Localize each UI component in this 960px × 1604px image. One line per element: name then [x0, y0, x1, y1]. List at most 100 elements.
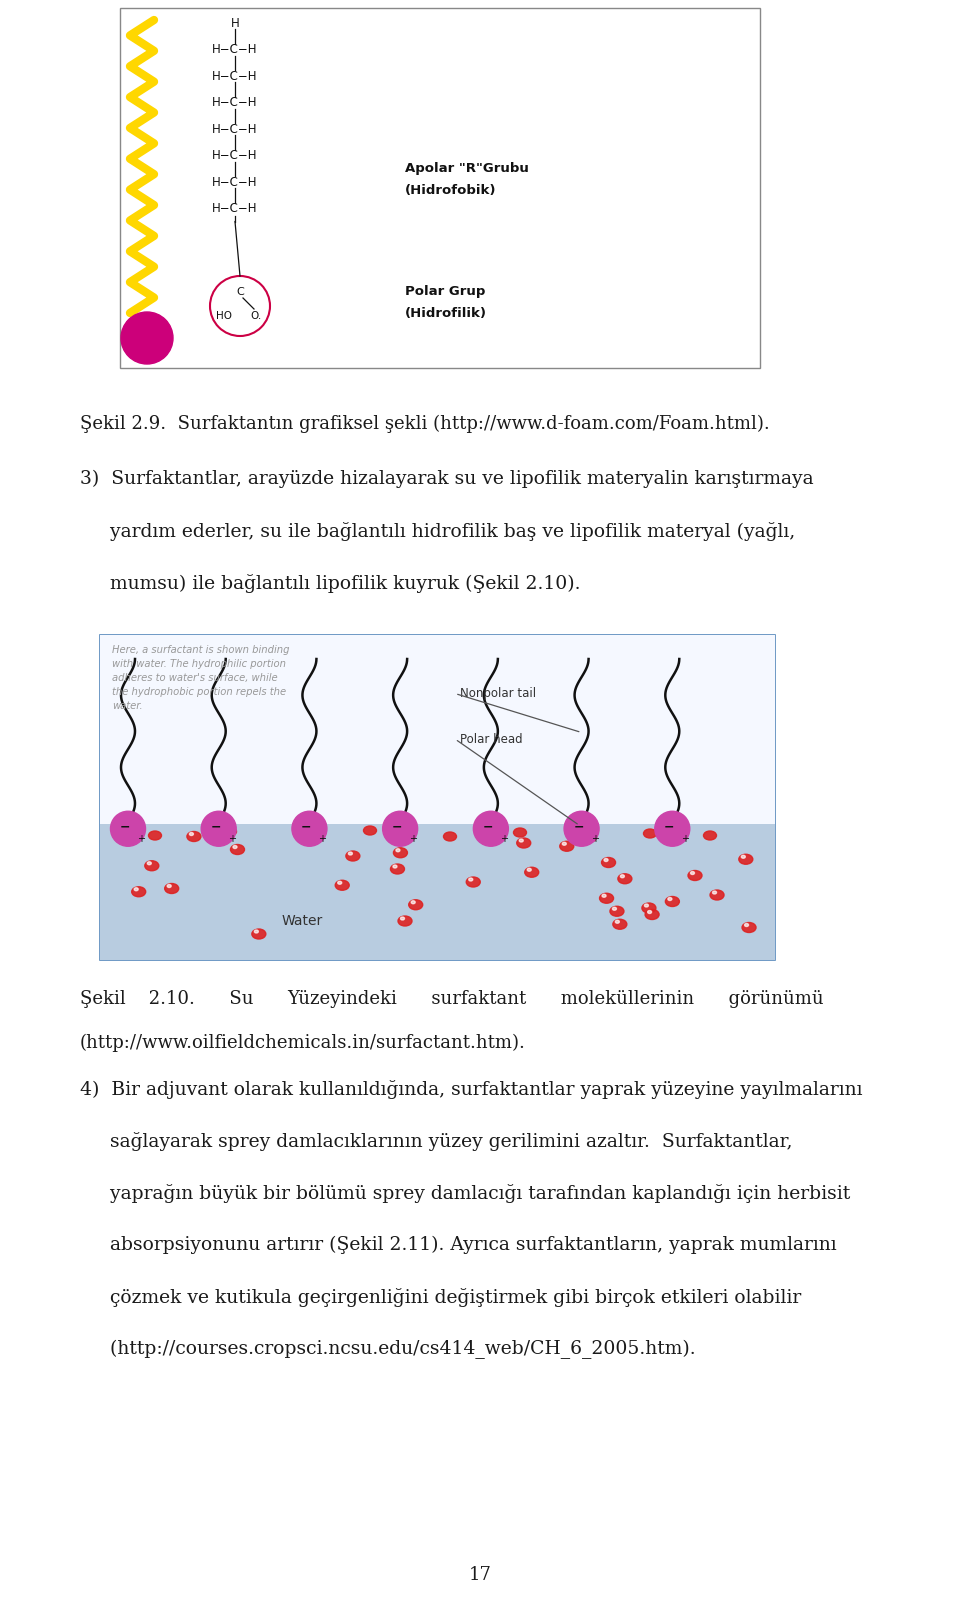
Ellipse shape — [189, 832, 193, 836]
Circle shape — [383, 812, 418, 847]
Ellipse shape — [409, 900, 422, 909]
Text: Here, a surfactant is shown binding
with water. The hydrophilic portion
adheres : Here, a surfactant is shown binding with… — [112, 645, 290, 711]
Ellipse shape — [644, 905, 648, 906]
Ellipse shape — [618, 874, 632, 884]
Ellipse shape — [467, 877, 480, 887]
Text: C: C — [236, 287, 244, 297]
Text: −: − — [483, 820, 493, 832]
Ellipse shape — [348, 852, 352, 855]
Ellipse shape — [742, 922, 756, 932]
Text: 3)  Surfaktantlar, arayüzde hizalayarak su ve lipofilik materyalin karıştırmaya: 3) Surfaktantlar, arayüzde hizalayarak s… — [80, 470, 814, 488]
Text: H: H — [230, 16, 239, 29]
Ellipse shape — [147, 861, 152, 865]
Text: +: + — [682, 834, 689, 844]
Text: H−C−H: H−C−H — [212, 43, 257, 56]
Ellipse shape — [563, 842, 566, 845]
Text: Şekil 2.9.  Surfaktantın grafiksel şekli (http://www.d-foam.com/Foam.html).: Şekil 2.9. Surfaktantın grafiksel şekli … — [80, 415, 770, 433]
Ellipse shape — [745, 924, 749, 927]
Ellipse shape — [690, 871, 694, 874]
Circle shape — [655, 812, 690, 847]
Text: çözmek ve kutikula geçirgenliğini değiştirmek gibi birçok etkileri olabilir: çözmek ve kutikula geçirgenliğini değişt… — [80, 1288, 802, 1307]
Text: −: − — [664, 820, 675, 832]
Text: O.: O. — [251, 311, 262, 321]
Ellipse shape — [645, 909, 660, 919]
Circle shape — [121, 313, 173, 364]
Ellipse shape — [230, 844, 245, 855]
Circle shape — [110, 812, 146, 847]
Ellipse shape — [514, 828, 526, 837]
Ellipse shape — [612, 908, 616, 909]
Text: +: + — [228, 834, 236, 844]
Text: +: + — [590, 834, 599, 844]
Text: (http://www.oilfieldchemicals.in/surfactant.htm).: (http://www.oilfieldchemicals.in/surfact… — [80, 1035, 526, 1052]
Ellipse shape — [704, 831, 716, 840]
Ellipse shape — [665, 897, 680, 906]
Text: (Hidrofilik): (Hidrofilik) — [405, 306, 487, 319]
Text: −: − — [210, 820, 221, 832]
Text: H−C−H: H−C−H — [212, 96, 257, 109]
Ellipse shape — [710, 890, 724, 900]
Ellipse shape — [303, 834, 317, 844]
Ellipse shape — [233, 845, 237, 849]
Ellipse shape — [411, 901, 416, 903]
Text: (Hidrofobik): (Hidrofobik) — [405, 184, 496, 197]
Circle shape — [202, 812, 236, 847]
Text: Water: Water — [282, 914, 324, 929]
Text: Polar head: Polar head — [460, 733, 522, 746]
Text: Şekil    2.10.      Su      Yüzeyindeki      surfaktant      moleküllerinin     : Şekil 2.10. Su Yüzeyindeki surfaktant mo… — [80, 990, 824, 1007]
Ellipse shape — [602, 858, 615, 868]
Ellipse shape — [648, 911, 652, 914]
Text: −: − — [392, 820, 402, 832]
Ellipse shape — [252, 929, 266, 938]
Text: yaprağın büyük bir bölümü sprey damlacığı tarafından kaplandığı için herbisit: yaprağın büyük bir bölümü sprey damlacığ… — [80, 1184, 851, 1203]
Ellipse shape — [615, 921, 619, 924]
Ellipse shape — [346, 852, 360, 861]
Ellipse shape — [525, 868, 539, 877]
Ellipse shape — [393, 865, 397, 868]
Ellipse shape — [224, 828, 236, 836]
Circle shape — [473, 812, 509, 847]
Ellipse shape — [391, 865, 404, 874]
Text: H−C−H: H−C−H — [212, 175, 257, 189]
Circle shape — [564, 812, 599, 847]
Ellipse shape — [398, 916, 412, 926]
Ellipse shape — [468, 877, 472, 881]
Ellipse shape — [145, 861, 158, 871]
Ellipse shape — [604, 858, 608, 861]
Text: H−C−H: H−C−H — [212, 69, 257, 82]
Text: 17: 17 — [468, 1566, 492, 1585]
Ellipse shape — [643, 829, 657, 837]
Bar — [100, 635, 775, 823]
Text: Apolar "R"Grubu: Apolar "R"Grubu — [405, 162, 529, 175]
Ellipse shape — [165, 884, 179, 893]
Text: absorpsiyonunu artırır (Şekil 2.11). Ayrıca surfaktantların, yaprak mumlarını: absorpsiyonunu artırır (Şekil 2.11). Ayr… — [80, 1237, 836, 1254]
Text: (http://courses.cropsci.ncsu.edu/cs414_web/CH_6_2005.htm).: (http://courses.cropsci.ncsu.edu/cs414_w… — [80, 1339, 696, 1359]
Text: −: − — [120, 820, 131, 832]
Ellipse shape — [610, 906, 624, 916]
Text: yardım ederler, su ile bağlantılı hidrofilik baş ve lipofilik materyal (yağlı,: yardım ederler, su ile bağlantılı hidrof… — [80, 521, 795, 541]
Bar — [120, 8, 760, 367]
Ellipse shape — [527, 868, 531, 871]
Text: −: − — [301, 820, 312, 832]
Text: Polar Grup: Polar Grup — [405, 284, 486, 297]
Text: H−C−H: H−C−H — [212, 202, 257, 215]
Ellipse shape — [741, 855, 745, 858]
Text: H−C−H: H−C−H — [212, 122, 257, 135]
Ellipse shape — [254, 930, 258, 934]
Ellipse shape — [600, 893, 613, 903]
Ellipse shape — [560, 840, 574, 852]
Ellipse shape — [688, 871, 702, 881]
Ellipse shape — [444, 832, 457, 840]
Ellipse shape — [519, 839, 523, 842]
Ellipse shape — [338, 881, 342, 884]
Text: +: + — [500, 834, 508, 844]
Text: Nonpolar tail: Nonpolar tail — [460, 687, 536, 699]
Ellipse shape — [739, 855, 753, 865]
Ellipse shape — [134, 887, 138, 890]
Text: +: + — [409, 834, 418, 844]
Text: sağlayarak sprey damlacıklarının yüzey gerilimini azaltır.  Surfaktantlar,: sağlayarak sprey damlacıklarının yüzey g… — [80, 1132, 793, 1152]
Ellipse shape — [602, 895, 606, 897]
Text: mumsu) ile bağlantılı lipofilik kuyruk (Şekil 2.10).: mumsu) ile bağlantılı lipofilik kuyruk (… — [80, 574, 581, 593]
Ellipse shape — [364, 826, 376, 836]
Circle shape — [292, 812, 327, 847]
